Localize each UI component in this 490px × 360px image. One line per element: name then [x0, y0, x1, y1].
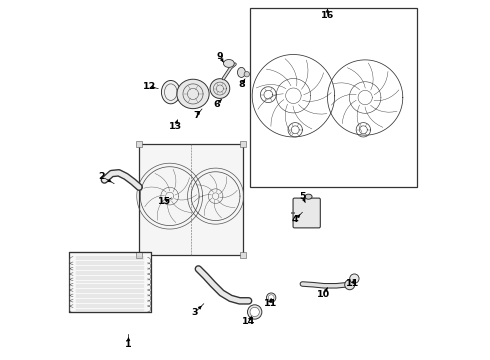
- Ellipse shape: [223, 59, 234, 67]
- Text: 10: 10: [318, 289, 330, 298]
- Circle shape: [250, 307, 259, 317]
- Ellipse shape: [305, 194, 312, 199]
- Text: 7: 7: [193, 111, 200, 120]
- Ellipse shape: [161, 81, 180, 104]
- Text: 5: 5: [299, 192, 306, 201]
- Ellipse shape: [210, 79, 230, 98]
- Circle shape: [247, 305, 262, 319]
- Text: 14: 14: [242, 317, 255, 326]
- Circle shape: [267, 293, 276, 302]
- Bar: [250, 8, 417, 187]
- Text: 13: 13: [169, 122, 182, 131]
- Ellipse shape: [344, 280, 355, 290]
- Text: 16: 16: [321, 10, 334, 19]
- Text: 8: 8: [238, 81, 245, 90]
- Text: 4: 4: [292, 215, 298, 224]
- Text: 11: 11: [264, 299, 277, 308]
- Bar: [136, 252, 142, 258]
- Text: 3: 3: [192, 308, 198, 317]
- Text: 2: 2: [98, 172, 105, 181]
- Ellipse shape: [238, 67, 245, 77]
- Text: 1: 1: [125, 341, 132, 350]
- Bar: [240, 141, 246, 147]
- FancyBboxPatch shape: [293, 198, 320, 228]
- Text: 12: 12: [144, 82, 157, 91]
- Circle shape: [350, 274, 359, 283]
- Text: 9: 9: [217, 52, 223, 61]
- Circle shape: [269, 295, 274, 301]
- Bar: [240, 252, 246, 258]
- Text: 15: 15: [158, 197, 171, 206]
- Ellipse shape: [244, 72, 249, 77]
- Text: 11: 11: [346, 279, 359, 288]
- Bar: [69, 252, 151, 312]
- Ellipse shape: [177, 79, 209, 109]
- Bar: [136, 141, 142, 147]
- Bar: [139, 144, 243, 255]
- Text: 6: 6: [213, 100, 220, 109]
